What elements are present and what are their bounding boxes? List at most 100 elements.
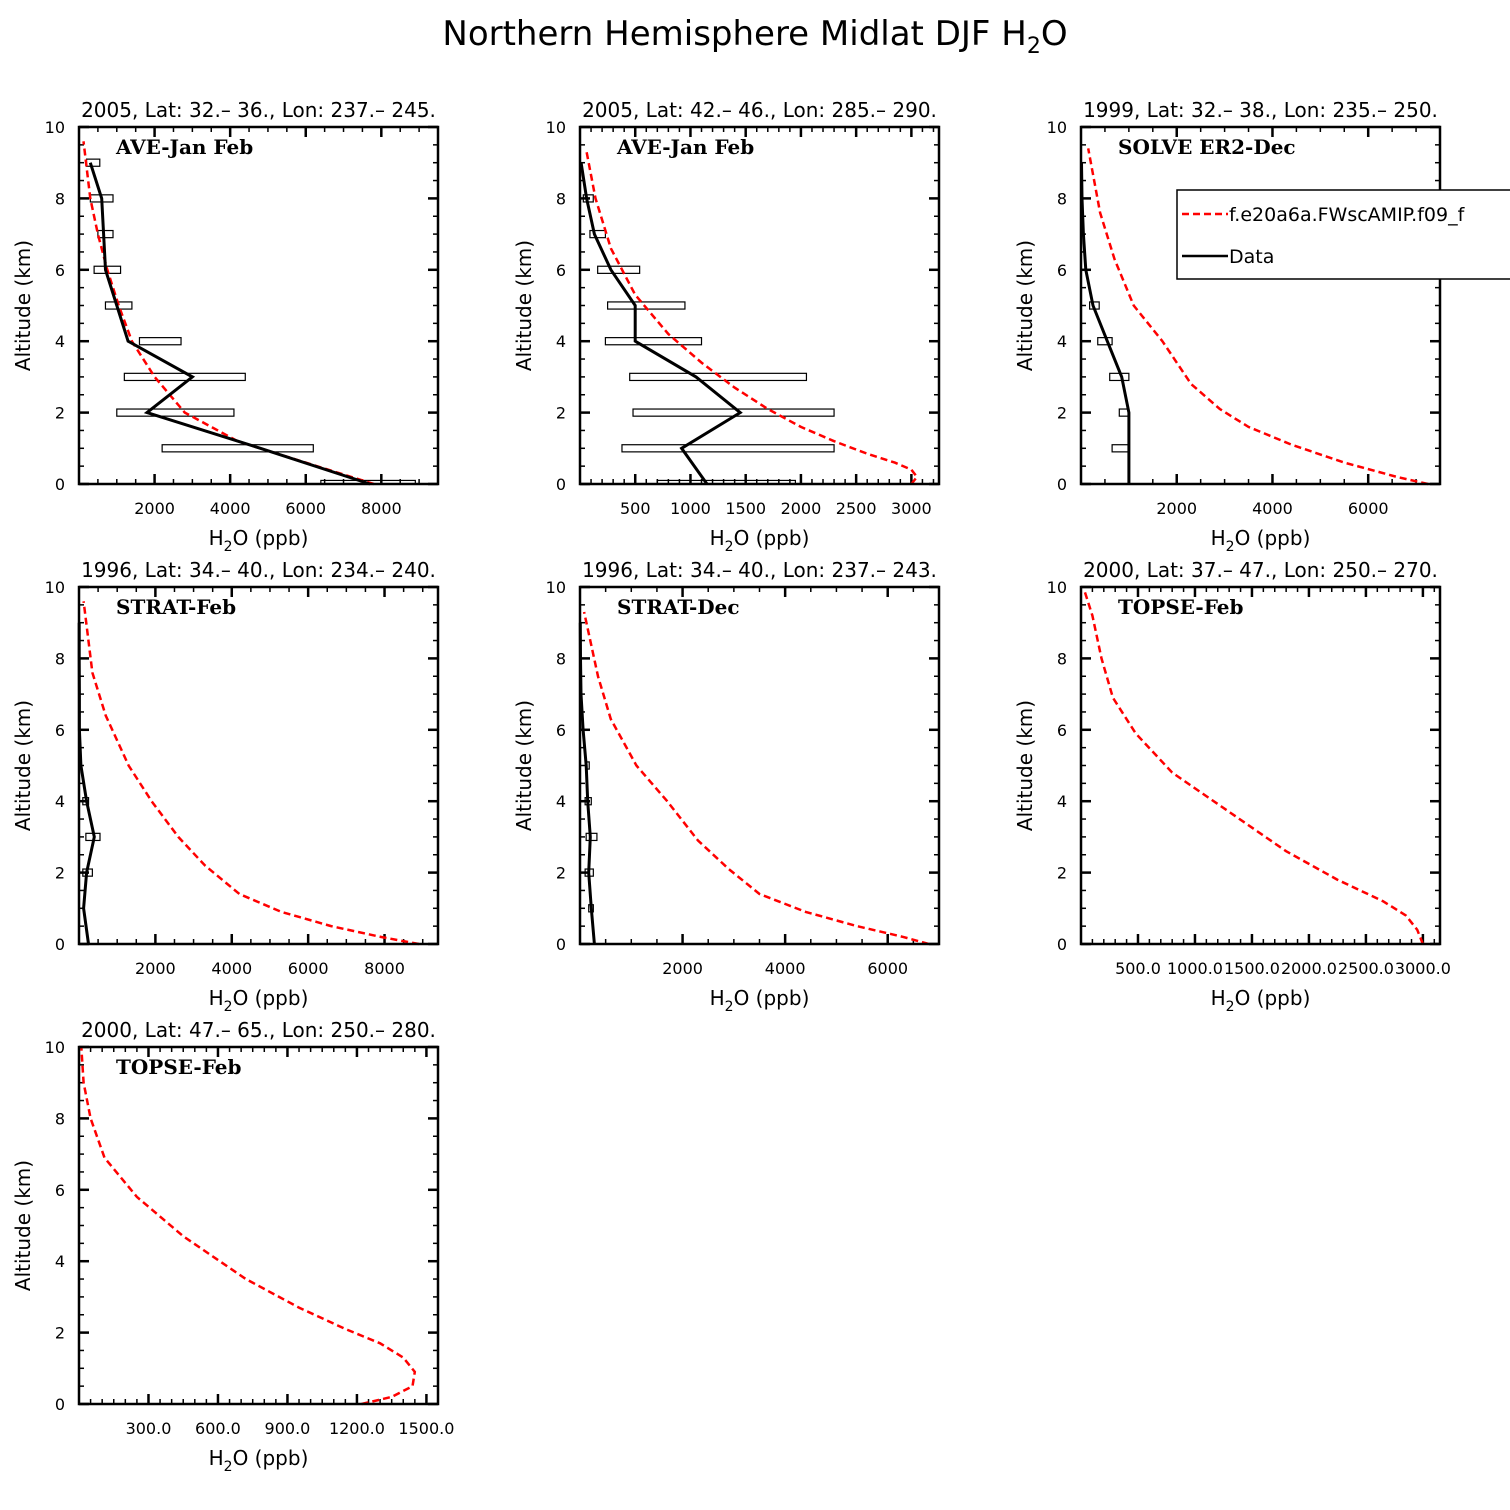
plot-frame — [578, 125, 941, 486]
legend-data-label: Data — [1229, 246, 1274, 268]
x-tick-label: 1500.0 — [1224, 959, 1280, 978]
panel-title: 1996, Lat: 34.– 40., Lon: 234.– 240. — [81, 558, 436, 582]
y-tick-label: 6 — [1057, 721, 1067, 740]
data-line — [1080, 162, 1131, 484]
panel-title: 2005, Lat: 42.– 46., Lon: 285.– 290. — [582, 98, 937, 122]
y-axis-label: Altitude (km) — [11, 240, 35, 371]
y-tick-label: 10 — [1047, 578, 1067, 597]
campaign-label: AVE-Jan Feb — [616, 135, 754, 159]
x-tick-label: 2500.0 — [1338, 959, 1394, 978]
y-tick-label: 8 — [556, 189, 566, 208]
error-box — [138, 337, 182, 346]
legend-model-label: f.e20a6a.FWscAMIP.f09_f — [1229, 204, 1466, 226]
plot-frame — [77, 125, 440, 486]
y-tick-label: 0 — [55, 1395, 65, 1414]
y-tick-label: 4 — [556, 332, 566, 351]
y-tick-label: 10 — [45, 1038, 65, 1057]
y-tick-label: 10 — [45, 118, 65, 137]
x-tick-label: 4000 — [210, 499, 251, 518]
panel-2: 2005, Lat: 42.– 46., Lon: 285.– 290. 0 2 4 6… — [512, 98, 941, 555]
y-tick-label: 0 — [55, 475, 65, 494]
y-tick-label: 10 — [546, 118, 566, 137]
error-box — [589, 229, 607, 239]
y-tick-label: 4 — [556, 792, 566, 811]
error-box — [597, 265, 641, 274]
panel-7: 2000, Lat: 47.– 65., Lon: 250.– 280. 0 2 4 6… — [11, 1018, 454, 1475]
error-box — [161, 444, 314, 453]
x-axis-label: H2O (ppb) — [710, 526, 810, 555]
x-tick-label: 2000 — [662, 959, 703, 978]
y-tick-label: 2 — [1057, 864, 1067, 883]
model-line — [82, 601, 420, 946]
y-tick-label: 2 — [1057, 404, 1067, 423]
y-tick-label: 8 — [55, 649, 65, 668]
panel-6: 2000, Lat: 37.– 47., Lon: 250.– 270. 0 2 4 6… — [1013, 558, 1451, 1015]
x-axis-label: H2O (ppb) — [209, 986, 309, 1015]
y-tick-label: 6 — [556, 721, 566, 740]
x-axis-label: H2O (ppb) — [1211, 526, 1311, 555]
campaign-label: AVE-Jan Feb — [115, 135, 253, 159]
x-tick-label: 600.0 — [195, 1419, 241, 1438]
panel-title: 1999, Lat: 32.– 38., Lon: 235.– 250. — [1083, 98, 1438, 122]
x-tick-label: 900.0 — [265, 1419, 311, 1438]
x-tick-label: 500 — [620, 499, 651, 518]
x-tick-label: 1500.0 — [398, 1419, 454, 1438]
y-axis-label: Altitude (km) — [11, 700, 35, 831]
x-tick-label: 2500 — [836, 499, 877, 518]
x-tick-label: 3000.0 — [1395, 959, 1451, 978]
error-box — [97, 229, 114, 239]
y-tick-label: 6 — [55, 261, 65, 280]
error-box — [85, 158, 101, 167]
y-tick-label: 6 — [556, 261, 566, 280]
campaign-label: STRAT-Dec — [617, 595, 740, 619]
plot-frame — [77, 1045, 440, 1406]
panel-title: 2000, Lat: 47.– 65., Lon: 250.– 280. — [81, 1018, 436, 1042]
model-line — [80, 1046, 417, 1406]
panel-4: 1996, Lat: 34.– 40., Lon: 234.– 240. 0 2 4 6… — [11, 558, 440, 1015]
x-tick-label: 8000 — [361, 499, 402, 518]
plot-frame — [1079, 125, 1442, 486]
model-line — [82, 141, 375, 486]
x-axis-label: H2O (ppb) — [209, 1446, 309, 1475]
y-tick-label: 0 — [55, 935, 65, 954]
x-tick-label: 6000 — [288, 959, 329, 978]
y-tick-label: 0 — [556, 475, 566, 494]
plot-frame — [1079, 585, 1442, 946]
y-tick-label: 4 — [55, 332, 65, 351]
y-tick-label: 4 — [55, 1252, 65, 1271]
plot-frame — [578, 585, 941, 946]
x-axis-label: H2O (ppb) — [209, 526, 309, 555]
campaign-label: TOPSE-Feb — [116, 1055, 242, 1079]
panels: 2005, Lat: 32.– 36., Lon: 237.– 245. 0 2 4 6… — [11, 98, 1451, 1475]
y-tick-label: 8 — [1057, 649, 1067, 668]
model-line — [585, 151, 919, 485]
campaign-label: TOPSE-Feb — [1118, 595, 1244, 619]
x-tick-label: 8000 — [364, 959, 405, 978]
panel-3: 1999, Lat: 32.– 38., Lon: 235.– 250. 0 2 4 6… — [1013, 98, 1442, 555]
panel-title: 2005, Lat: 32.– 36., Lon: 237.– 245. — [81, 98, 436, 122]
y-axis-label: Altitude (km) — [512, 240, 536, 371]
x-tick-label: 4000 — [765, 959, 806, 978]
y-tick-label: 2 — [55, 404, 65, 423]
x-tick-label: 1500 — [725, 499, 766, 518]
campaign-label: SOLVE ER2-Dec — [1118, 135, 1296, 159]
figure-title: Northern Hemisphere Midlat DJF H2O — [442, 14, 1067, 59]
y-tick-label: 2 — [55, 864, 65, 883]
x-tick-label: 1000.0 — [1167, 959, 1223, 978]
y-tick-label: 4 — [1057, 332, 1067, 351]
x-tick-label: 2000 — [781, 499, 822, 518]
y-tick-label: 6 — [55, 721, 65, 740]
y-tick-label: 8 — [55, 189, 65, 208]
legend-box — [1176, 189, 1510, 280]
panel-5: 1996, Lat: 34.– 40., Lon: 237.– 243. 0 2 4 6… — [512, 558, 941, 1015]
y-tick-label: 2 — [55, 1324, 65, 1343]
y-tick-label: 4 — [55, 792, 65, 811]
y-tick-label: 4 — [1057, 792, 1067, 811]
x-tick-label: 2000.0 — [1281, 959, 1337, 978]
x-tick-label: 4000 — [211, 959, 252, 978]
model-line — [1086, 148, 1429, 486]
error-box — [621, 444, 835, 453]
x-tick-label: 6000 — [285, 499, 326, 518]
error-box — [116, 408, 235, 417]
